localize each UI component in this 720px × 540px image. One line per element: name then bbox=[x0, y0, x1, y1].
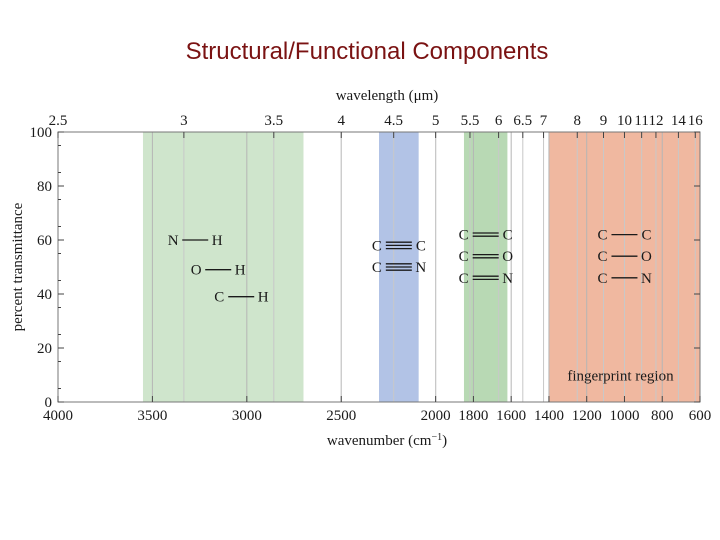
y-tick-label: 20 bbox=[37, 341, 52, 357]
y-tick-label: 0 bbox=[45, 395, 53, 411]
wavelength-tick-label: 2.5 bbox=[49, 113, 68, 129]
atom-label: C bbox=[416, 238, 426, 254]
ticks-layer bbox=[57, 131, 701, 403]
wavelength-tick-label: 8 bbox=[574, 113, 582, 129]
y-tick-label: 80 bbox=[37, 179, 52, 195]
wavelength-tick-label: 3 bbox=[180, 113, 188, 129]
atom-label: C bbox=[459, 249, 469, 265]
wavelength-tick-label: 9 bbox=[600, 113, 608, 129]
wavelength-tick-label: 10 bbox=[617, 113, 632, 129]
atom-label: H bbox=[235, 263, 246, 279]
wavelength-tick-label: 16 bbox=[688, 113, 704, 129]
region-band-0 bbox=[142, 132, 304, 402]
slide-title: Structural/Functional Components bbox=[185, 38, 549, 65]
atom-label: C bbox=[459, 228, 469, 244]
fingerprint-region-label: fingerprint region bbox=[567, 368, 674, 384]
y-tick-label: 60 bbox=[37, 233, 52, 249]
region-band-2 bbox=[463, 132, 508, 402]
atom-label: C bbox=[503, 228, 513, 244]
wavelength-tick-label: 3.5 bbox=[264, 113, 283, 129]
atom-label: N bbox=[641, 271, 652, 287]
wavelength-tick-label: 12 bbox=[648, 113, 663, 129]
wavelength-tick-label: 14 bbox=[671, 113, 687, 129]
atom-label: C bbox=[597, 271, 607, 287]
atom-label: C bbox=[372, 238, 382, 254]
x-tick-label: 800 bbox=[651, 408, 674, 424]
y-tick-label: 40 bbox=[37, 287, 52, 303]
atom-label: O bbox=[502, 249, 513, 265]
wavelength-axis-title: wavelength (μm) bbox=[336, 88, 439, 104]
labels-layer: 0 20 40 60 80 100 4000 3500 3000 2500 2000 1800 1600… bbox=[30, 113, 712, 424]
wavelength-tick-label: 7 bbox=[540, 113, 548, 129]
atom-label: N bbox=[415, 260, 426, 276]
plot-frame bbox=[57, 131, 701, 403]
atom-label: C bbox=[372, 260, 382, 276]
x-tick-label: 4000 bbox=[43, 408, 73, 424]
atom-label: C bbox=[597, 228, 607, 244]
x-tick-label: 600 bbox=[689, 408, 712, 424]
y-tick-label: 100 bbox=[30, 125, 53, 141]
x-axis-title: wavenumber (cm−1) bbox=[327, 432, 447, 450]
wavelength-tick-label: 5 bbox=[432, 113, 440, 129]
wavelength-tick-label: 5.5 bbox=[461, 113, 480, 129]
atom-label: H bbox=[258, 290, 269, 306]
atom-label: N bbox=[168, 233, 179, 249]
x-tick-label: 1000 bbox=[609, 408, 639, 424]
atom-label: O bbox=[641, 249, 652, 265]
x-tick-label: 1800 bbox=[458, 408, 488, 424]
grid-layer bbox=[151, 132, 696, 402]
x-tick-label: 2500 bbox=[326, 408, 356, 424]
wavelength-tick-label: 6.5 bbox=[513, 113, 532, 129]
x-tick-label: 1400 bbox=[534, 408, 564, 424]
atom-label: C bbox=[641, 228, 651, 244]
wavelength-tick-label: 4.5 bbox=[384, 113, 403, 129]
wavelength-tick-label: 6 bbox=[495, 113, 503, 129]
atom-label: C bbox=[214, 290, 224, 306]
x-tick-label: 2000 bbox=[421, 408, 451, 424]
x-tick-label: 1200 bbox=[572, 408, 602, 424]
x-tick-label: 3000 bbox=[232, 408, 262, 424]
atom-label: C bbox=[459, 271, 469, 287]
x-tick-label: 1600 bbox=[496, 408, 526, 424]
atom-label: O bbox=[191, 263, 202, 279]
wavelength-tick-label: 4 bbox=[337, 113, 345, 129]
atom-label: C bbox=[597, 249, 607, 265]
wavelength-tick-label: 11 bbox=[634, 113, 648, 129]
atom-label: N bbox=[502, 271, 513, 287]
atom-label: H bbox=[212, 233, 223, 249]
y-axis-title: percent transmittance bbox=[10, 202, 26, 331]
x-tick-label: 3500 bbox=[137, 408, 167, 424]
